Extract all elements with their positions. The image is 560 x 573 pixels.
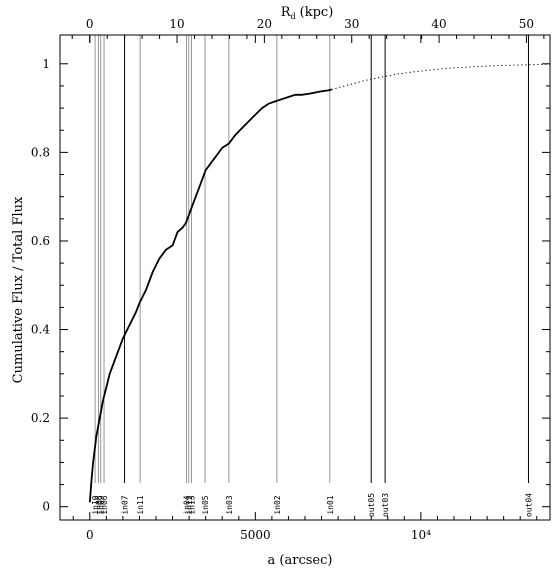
x-axis-label: a (arcsec): [268, 553, 333, 568]
y-tick-label: 0.6: [31, 234, 50, 248]
marker-label-in13: in13: [187, 495, 196, 514]
marker-label-in04: in04: [182, 495, 191, 514]
marker-label-in08: in08: [94, 495, 103, 514]
x-tick-label: 5000: [240, 528, 271, 542]
x-tick-label: 10⁴: [411, 528, 431, 542]
marker-label-in07: in07: [121, 495, 130, 514]
y-tick-label: 0: [42, 500, 50, 514]
top-axis-label: Rd (kpc): [281, 5, 334, 21]
marker-label-in03: in03: [225, 495, 234, 514]
plot-frame: [59, 34, 551, 521]
series-0-line: [88, 88, 332, 503]
marker-label-in11: in11: [136, 495, 145, 514]
y-tick-label: 0.2: [31, 411, 50, 425]
series-1-line: [331, 63, 551, 90]
marker-label-out03: out03: [381, 493, 390, 517]
top-axis-label-unit: (kpc): [300, 5, 334, 20]
marker-label-in05: in05: [201, 495, 210, 514]
x-tick-label: 0: [86, 528, 94, 542]
top-axis-label-main: R: [281, 5, 292, 20]
y-tick-label: 0.4: [31, 323, 50, 337]
marker-lines: [94, 35, 529, 483]
top-tick-label: 10: [169, 17, 184, 31]
top-axis-label-subscript: d: [291, 12, 296, 21]
top-tick-label: 0: [86, 17, 94, 31]
y-tick-label: 0.8: [31, 145, 50, 159]
marker-label-in01: in01: [326, 495, 335, 514]
top-tick-label: 20: [257, 17, 272, 31]
marker-label-in06: in06: [100, 495, 109, 514]
marker-label-out05: out05: [367, 493, 376, 517]
top-tick-label: 50: [519, 17, 534, 31]
marker-label-in02: in02: [273, 495, 282, 514]
top-tick-label: 30: [344, 17, 359, 31]
axis-ticks: [60, 35, 550, 520]
marker-label-in10: in10: [91, 495, 100, 514]
marker-label-in12: in12: [185, 495, 194, 514]
y-axis-label: Cumulative Flux / Total Flux: [11, 196, 26, 383]
marker-label-out04: out04: [524, 493, 533, 517]
marker-label-in09: in09: [97, 495, 106, 514]
top-tick-label: 40: [431, 17, 446, 31]
cumulative-flux-curve: [88, 63, 551, 503]
y-tick-label: 1: [42, 57, 50, 71]
